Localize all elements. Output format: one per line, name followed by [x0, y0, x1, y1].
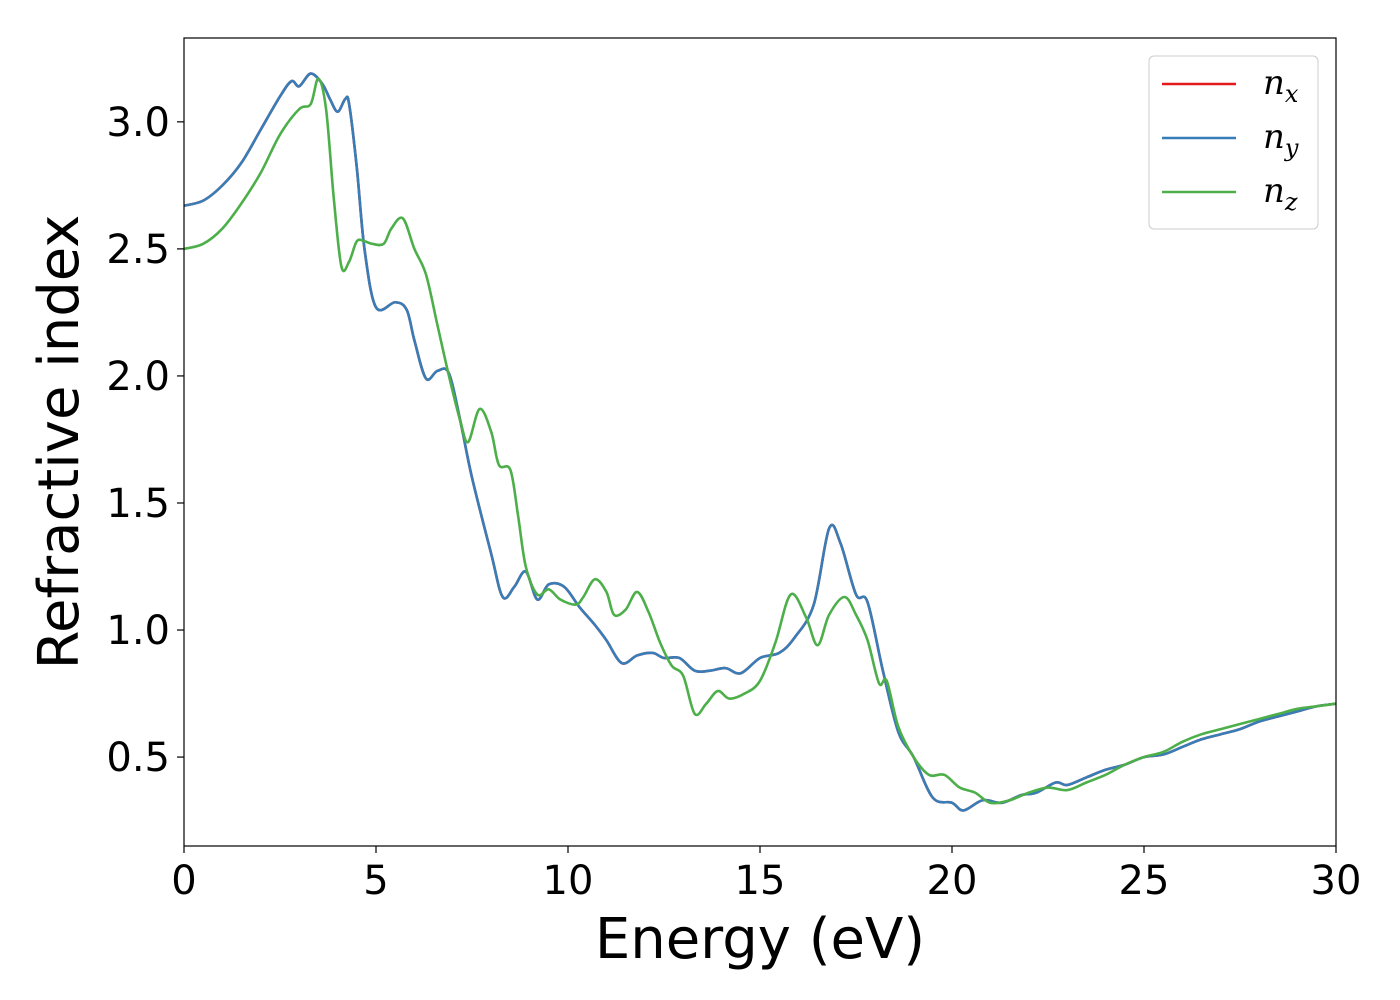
x-tick-label: 30 — [1311, 858, 1362, 904]
series-layer — [184, 72, 1336, 812]
x-axis-ticks: 0 5 10 15 20 25 30 — [171, 846, 1361, 904]
x-tick-label: 20 — [927, 858, 978, 904]
x-tick-label: 0 — [171, 858, 196, 904]
y-tick-label: 2.5 — [106, 227, 170, 273]
y-axis-ticks: 0.5 1.0 1.5 2.0 2.5 3.0 — [106, 100, 184, 781]
x-tick-label: 5 — [363, 858, 388, 904]
y-tick-label: 0.5 — [106, 735, 170, 781]
y-tick-label: 1.5 — [106, 481, 170, 527]
x-axis-title: Energy (eV) — [595, 907, 925, 972]
series-line-n-z — [184, 77, 1336, 805]
x-tick-label: 10 — [543, 858, 594, 904]
legend-box — [1148, 55, 1319, 230]
y-tick-label: 3.0 — [106, 100, 170, 146]
y-tick-label: 2.0 — [106, 354, 170, 400]
y-tick-label: 1.0 — [106, 608, 170, 654]
series-line-n-y — [184, 72, 1336, 812]
x-tick-label: 25 — [1119, 858, 1170, 904]
x-tick-label: 15 — [735, 858, 786, 904]
y-axis-title: Refractive index — [27, 215, 92, 670]
